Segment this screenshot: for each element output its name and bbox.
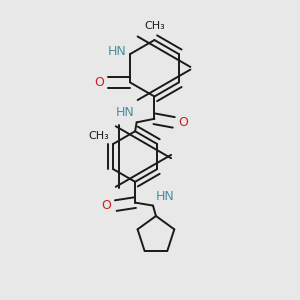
Text: CH₃: CH₃ [144, 20, 165, 31]
Text: O: O [101, 199, 111, 212]
Text: O: O [94, 76, 104, 89]
Text: CH₃: CH₃ [88, 131, 109, 141]
Text: HN: HN [155, 190, 174, 203]
Text: HN: HN [116, 106, 134, 119]
Text: O: O [178, 116, 188, 129]
Text: HN: HN [108, 45, 126, 58]
